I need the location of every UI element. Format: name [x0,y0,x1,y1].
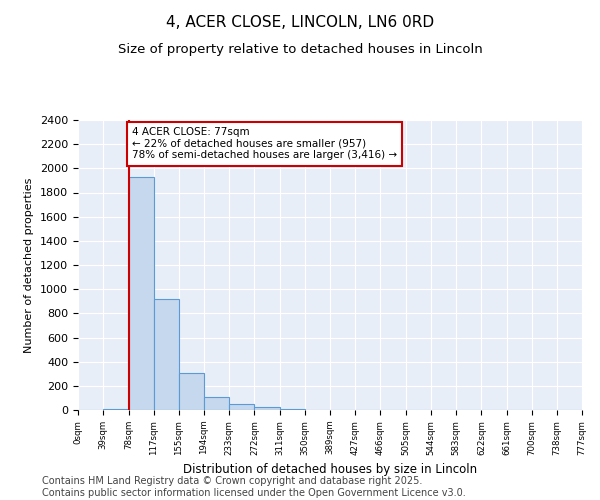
Text: 4 ACER CLOSE: 77sqm
← 22% of detached houses are smaller (957)
78% of semi-detac: 4 ACER CLOSE: 77sqm ← 22% of detached ho… [132,127,397,160]
Bar [154,299,179,410]
Bar [103,409,128,410]
Y-axis label: Number of detached properties: Number of detached properties [25,178,34,352]
Bar [254,407,280,410]
Bar [204,398,229,410]
Bar [280,409,305,410]
X-axis label: Distribution of detached houses by size in Lincoln: Distribution of detached houses by size … [183,463,477,476]
Bar [128,177,154,410]
Bar [179,372,204,410]
Text: Contains HM Land Registry data © Crown copyright and database right 2025.
Contai: Contains HM Land Registry data © Crown c… [42,476,466,498]
Text: 4, ACER CLOSE, LINCOLN, LN6 0RD: 4, ACER CLOSE, LINCOLN, LN6 0RD [166,15,434,30]
Bar [229,404,254,410]
Text: Size of property relative to detached houses in Lincoln: Size of property relative to detached ho… [118,42,482,56]
